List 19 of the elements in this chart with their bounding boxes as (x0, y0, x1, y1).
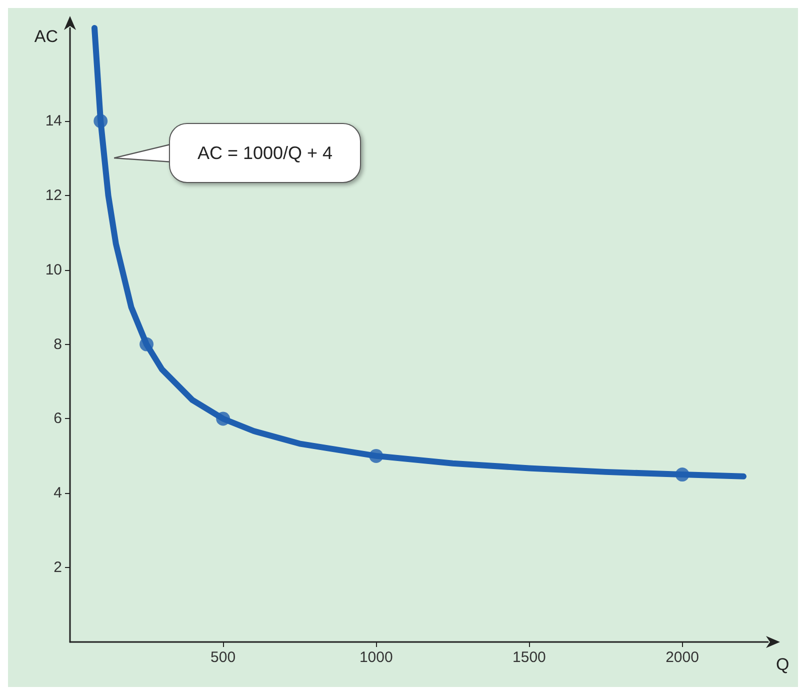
y-tick-label: 14 (45, 112, 62, 130)
y-tick-label: 10 (45, 261, 62, 278)
y-tick-label: 2 (54, 559, 62, 576)
y-tick-label: 6 (54, 410, 62, 428)
point (94, 114, 108, 128)
y-axis-title: AC (34, 27, 58, 46)
point (675, 468, 690, 482)
y-tick-label: 12 (45, 186, 62, 204)
point (369, 448, 384, 463)
annotation: AC = 1000/Q + 4 (169, 123, 361, 183)
point (140, 337, 154, 352)
x-axis-title: Q (776, 655, 790, 674)
y-tick-label: 4 (54, 484, 62, 502)
point (216, 412, 230, 426)
x-tick-label: 500 (210, 649, 236, 666)
y-tick-label: 8 (54, 336, 62, 353)
x-tick-label: 1500 (512, 649, 546, 666)
x-tick-label: 2000 (666, 649, 699, 666)
x-tick-label: 1000 (359, 649, 393, 666)
